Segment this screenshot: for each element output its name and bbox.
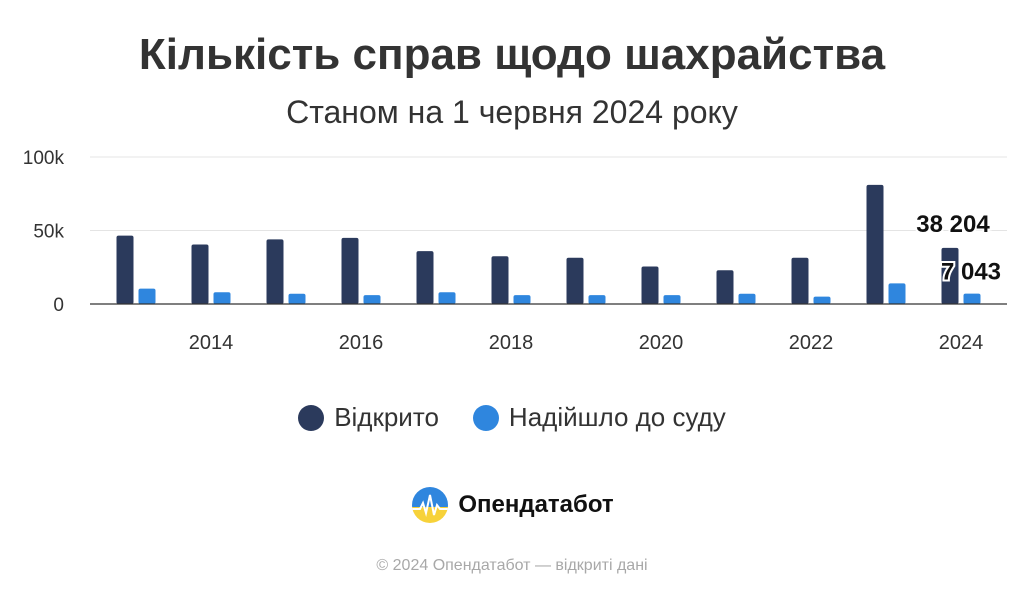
bar-opened: [116, 235, 134, 304]
opendatabot-logo-icon: [412, 487, 449, 523]
legend-marker-opened: [298, 404, 325, 431]
bar-court: [663, 295, 681, 304]
x-tick-label: 2020: [639, 332, 684, 354]
y-tick-label: 0: [53, 295, 64, 316]
bar-opened: [791, 257, 809, 304]
bar-court: [513, 295, 531, 304]
bar-opened: [266, 239, 284, 304]
bar-court: [138, 288, 156, 304]
bar-opened: [341, 237, 359, 304]
x-tick-label: 2014: [189, 332, 234, 354]
data-label: 7 043: [941, 259, 1001, 286]
y-tick-label: 100k: [23, 148, 65, 169]
bar-chart: 0 50k 100k 2014 2016 2018 2020 2022 2024 38 204 7 …: [23, 148, 1007, 354]
brand-logo[interactable]: Опендатабот: [0, 485, 1024, 525]
bar-court: [813, 296, 831, 304]
bar-opened: [416, 251, 434, 304]
brand-name: Опендатабот: [458, 491, 614, 518]
bar-court: [363, 295, 381, 304]
legend-label-court: Надійшло до суду: [508, 402, 726, 432]
bar-opened: [716, 270, 734, 304]
bar-court: [888, 283, 906, 304]
bar-opened: [941, 247, 959, 304]
bar-court: [963, 293, 981, 304]
bar-opened: [566, 257, 584, 304]
chart-legend: Відкрито Надійшло до суду: [0, 402, 1024, 433]
bar-court: [213, 292, 231, 304]
bar-opened: [191, 244, 209, 304]
x-tick-label: 2022: [789, 332, 834, 354]
x-tick-label: 2018: [489, 332, 534, 354]
footer-copyright: © 2024 Опендатабот — відкриті дані: [376, 557, 648, 574]
legend-label-opened: Відкрито: [334, 402, 439, 432]
data-label: 38 204: [916, 211, 990, 238]
bar-opened: [866, 184, 884, 304]
y-tick-label: 50k: [33, 222, 64, 243]
chart-subtitle: Станом на 1 червня 2024 року: [286, 94, 738, 130]
bar-opened: [641, 266, 659, 304]
legend-item-opened[interactable]: Відкрито: [298, 402, 439, 433]
bar-court: [588, 295, 606, 304]
bar-opened: [491, 256, 509, 304]
x-tick-label: 2024: [939, 332, 984, 354]
legend-marker-court: [472, 404, 499, 431]
bar-court: [438, 292, 456, 304]
bar-court: [738, 293, 756, 304]
chart-title: Кількість справ щодо шахрайства: [138, 30, 886, 79]
legend-item-court[interactable]: Надійшло до суду: [472, 402, 726, 433]
bar-court: [288, 293, 306, 304]
x-tick-label: 2016: [339, 332, 384, 354]
